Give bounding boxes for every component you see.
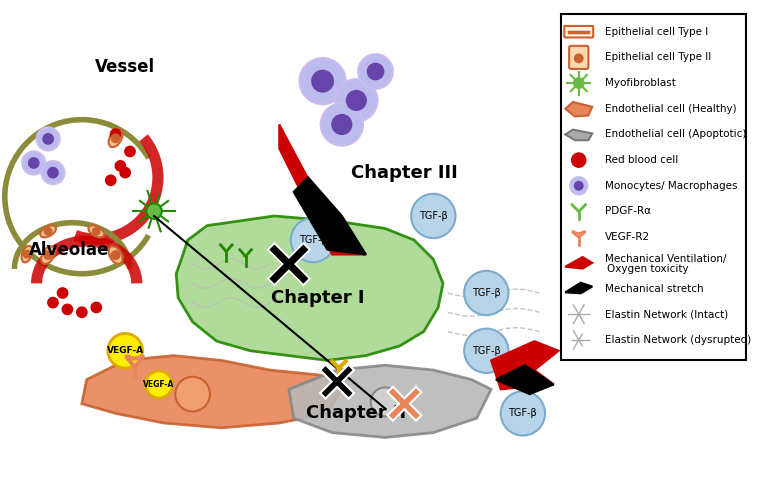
Circle shape [45, 228, 51, 235]
Circle shape [121, 168, 130, 177]
Text: Endothelial cell (Healthy): Endothelial cell (Healthy) [605, 104, 736, 114]
Text: Oxygen toxicity: Oxygen toxicity [607, 264, 689, 274]
Circle shape [291, 218, 335, 262]
Circle shape [570, 177, 587, 194]
Text: TGF-β: TGF-β [509, 408, 538, 418]
Circle shape [300, 58, 345, 104]
Circle shape [92, 303, 101, 312]
Circle shape [575, 54, 583, 62]
Ellipse shape [109, 246, 122, 264]
Polygon shape [279, 124, 366, 254]
Circle shape [574, 78, 584, 88]
Polygon shape [566, 283, 592, 294]
Text: Mechanical stretch: Mechanical stretch [605, 283, 703, 294]
Text: Chapter III: Chapter III [351, 163, 457, 182]
FancyBboxPatch shape [564, 26, 593, 38]
Circle shape [116, 161, 125, 171]
FancyBboxPatch shape [562, 14, 746, 361]
Circle shape [108, 334, 142, 368]
Circle shape [44, 134, 52, 142]
Circle shape [412, 194, 455, 238]
Circle shape [464, 271, 509, 315]
Text: TGF-β: TGF-β [419, 211, 447, 221]
Text: TGF-β: TGF-β [472, 288, 501, 298]
Circle shape [112, 251, 119, 259]
Text: Alveolae: Alveolae [29, 241, 109, 259]
Circle shape [146, 203, 162, 219]
Circle shape [332, 115, 352, 134]
Circle shape [175, 377, 210, 412]
Text: VEGF-A: VEGF-A [107, 346, 144, 355]
Text: VEGF-R2: VEGF-R2 [605, 232, 650, 242]
Polygon shape [289, 365, 491, 438]
Circle shape [371, 388, 400, 416]
Text: Epithelial cell Type I: Epithelial cell Type I [605, 27, 708, 37]
Circle shape [347, 91, 366, 110]
Text: VEGF-A: VEGF-A [143, 380, 174, 389]
Text: TGF-β: TGF-β [472, 346, 501, 356]
Text: PDGF-Rα: PDGF-Rα [605, 206, 650, 216]
Circle shape [358, 54, 393, 89]
Text: Vessel: Vessel [95, 58, 156, 76]
Circle shape [23, 251, 30, 257]
Circle shape [48, 168, 58, 177]
Text: Chapter I: Chapter I [271, 289, 365, 307]
Text: Elastin Network (dysrupted): Elastin Network (dysrupted) [605, 335, 751, 345]
Ellipse shape [89, 226, 104, 238]
Circle shape [335, 79, 377, 121]
Circle shape [48, 298, 58, 308]
Circle shape [44, 134, 53, 144]
Circle shape [41, 161, 65, 184]
Polygon shape [496, 365, 554, 394]
Ellipse shape [41, 246, 55, 264]
Circle shape [125, 147, 135, 156]
Text: Mechanical Ventilation/: Mechanical Ventilation/ [605, 254, 726, 264]
Circle shape [29, 158, 39, 168]
Text: Myofibroblast: Myofibroblast [605, 78, 675, 88]
Circle shape [106, 175, 116, 185]
Circle shape [112, 134, 119, 142]
Circle shape [464, 329, 509, 373]
Circle shape [37, 127, 60, 150]
Text: Elastin Network (Intact): Elastin Network (Intact) [605, 309, 728, 319]
Text: TGF-β: TGF-β [299, 235, 328, 245]
Polygon shape [566, 102, 592, 117]
Polygon shape [566, 130, 592, 140]
Text: Chapter II: Chapter II [307, 404, 406, 422]
Polygon shape [566, 257, 592, 268]
Circle shape [93, 228, 100, 235]
Circle shape [110, 129, 121, 139]
Circle shape [312, 71, 333, 92]
Text: Red blood cell: Red blood cell [605, 155, 678, 165]
Circle shape [62, 305, 72, 314]
Circle shape [321, 103, 363, 146]
Polygon shape [82, 356, 347, 428]
Circle shape [145, 371, 173, 398]
Circle shape [58, 288, 68, 298]
Circle shape [368, 64, 384, 80]
Polygon shape [177, 216, 443, 361]
Circle shape [44, 251, 52, 259]
Circle shape [575, 182, 583, 189]
Circle shape [501, 391, 545, 436]
Polygon shape [491, 341, 559, 389]
Circle shape [572, 153, 586, 167]
Ellipse shape [40, 226, 56, 238]
Ellipse shape [41, 130, 55, 147]
Ellipse shape [109, 130, 122, 147]
Polygon shape [294, 177, 366, 254]
Circle shape [22, 151, 45, 174]
Circle shape [77, 308, 86, 317]
FancyBboxPatch shape [569, 46, 588, 69]
Ellipse shape [22, 246, 33, 262]
Text: Epithelial cell Type II: Epithelial cell Type II [605, 53, 711, 62]
Text: Monocytes/ Macrophages: Monocytes/ Macrophages [605, 181, 738, 191]
Text: Endothelial cell (Apoptotic): Endothelial cell (Apoptotic) [605, 130, 746, 139]
